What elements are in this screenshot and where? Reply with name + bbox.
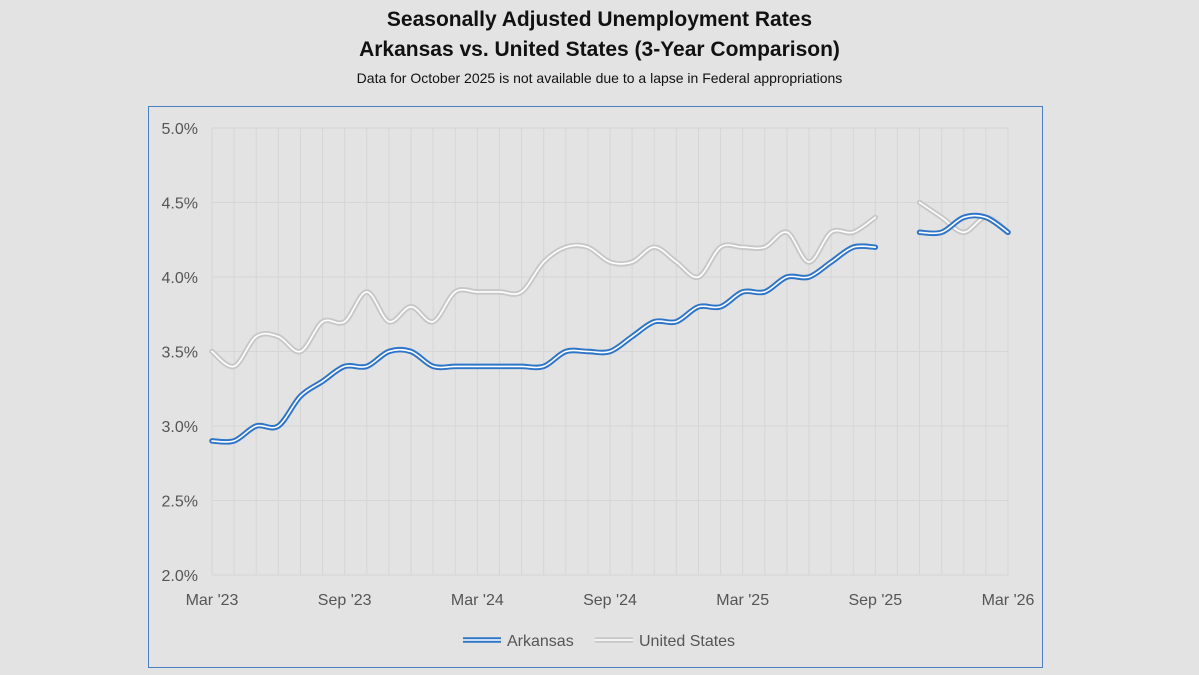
y-tick-label: 4.5% bbox=[162, 196, 198, 213]
chart-note: Data for October 2025 is not available d… bbox=[356, 70, 843, 86]
y-tick-label: 5.0% bbox=[162, 121, 198, 138]
x-tick-label: Mar '24 bbox=[451, 592, 504, 609]
arkansas-legend-label: Arkansas bbox=[507, 633, 574, 650]
plot-frame bbox=[148, 106, 1043, 668]
x-tick-label: Mar '25 bbox=[716, 592, 769, 609]
y-tick-label: 2.5% bbox=[162, 494, 198, 511]
arkansas-line-inner bbox=[918, 214, 1009, 235]
x-tick-label: Mar '26 bbox=[982, 592, 1035, 609]
y-tick-label: 4.0% bbox=[162, 270, 198, 287]
y-tick-label: 2.0% bbox=[162, 568, 198, 585]
united-states-line-inner bbox=[211, 216, 877, 368]
y-tick-label: 3.5% bbox=[162, 345, 198, 362]
x-tick-label: Sep '25 bbox=[848, 592, 902, 609]
chart-title: Seasonally Adjusted Unemployment Rates bbox=[386, 8, 813, 31]
x-tick-label: Sep '24 bbox=[583, 592, 637, 609]
chart-subtitle: Arkansas vs. United States (3-Year Compa… bbox=[359, 38, 840, 61]
arkansas-line-inner bbox=[211, 245, 877, 443]
united-states-legend-label: United States bbox=[639, 633, 735, 650]
x-tick-label: Mar '23 bbox=[186, 592, 239, 609]
y-tick-label: 3.0% bbox=[162, 419, 198, 436]
x-tick-label: Sep '23 bbox=[318, 592, 372, 609]
